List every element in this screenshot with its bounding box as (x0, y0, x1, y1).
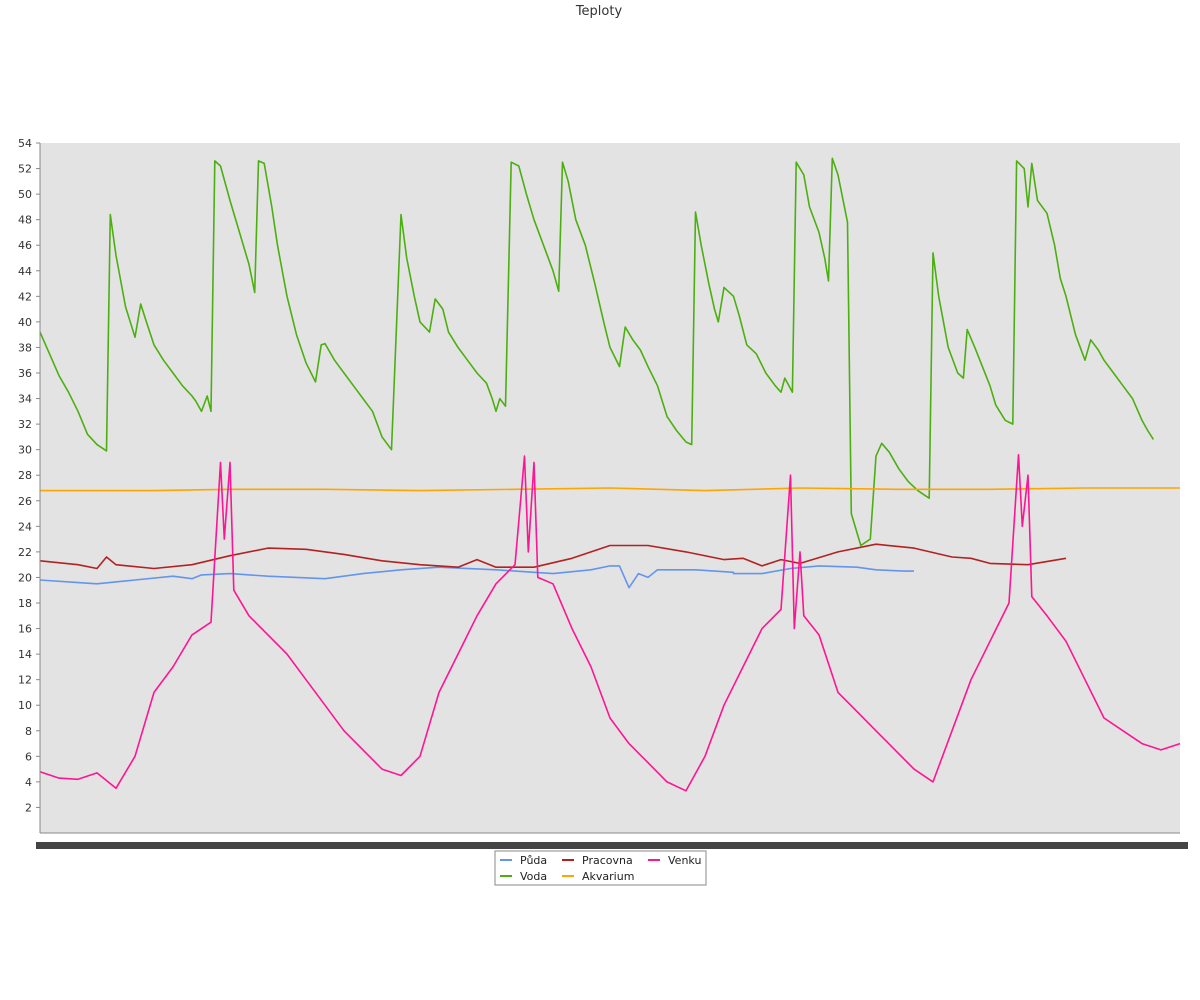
chart-title: Teploty (575, 4, 623, 19)
y-tick-label: 48 (18, 214, 32, 227)
legend-label: Voda (520, 870, 547, 883)
series-line-0 (39, 565, 914, 589)
series-line-2 (39, 543, 1067, 570)
y-tick-label: 26 (18, 495, 32, 508)
y-tick-label: 20 (18, 571, 32, 584)
y-tick-label: 14 (18, 648, 32, 661)
legend-label: Akvarium (582, 870, 634, 883)
y-tick-label: 54 (18, 137, 32, 150)
y-tick-label: 36 (18, 367, 32, 380)
y-tick-label: 28 (18, 469, 32, 482)
y-tick-label: 18 (18, 597, 32, 610)
series-line-1 (39, 157, 1155, 547)
y-tick-label: 24 (18, 520, 32, 533)
y-tick-label: 42 (18, 290, 32, 303)
y-tick-label: 8 (25, 725, 32, 738)
legend-label: Venku (668, 854, 701, 867)
legend-box (494, 850, 707, 886)
y-axis: 2468101214161820222426283032343638404244… (18, 137, 40, 814)
y-tick-label: 22 (18, 546, 32, 559)
y-tick-label: 38 (18, 341, 32, 354)
series-line-4 (39, 453, 1181, 792)
y-tick-label: 32 (18, 418, 32, 431)
y-tick-label: 52 (18, 163, 32, 176)
legend-label: Pracovna (582, 854, 633, 867)
y-tick-label: 50 (18, 188, 32, 201)
y-tick-label: 2 (25, 801, 32, 814)
y-tick-label: 12 (18, 674, 32, 687)
y-tick-label: 34 (18, 393, 32, 406)
y-tick-label: 16 (18, 623, 32, 636)
x-axis-tick-labels-band (36, 842, 1188, 849)
y-tick-label: 4 (25, 776, 32, 789)
y-tick-label: 10 (18, 699, 32, 712)
y-tick-label: 40 (18, 316, 32, 329)
y-tick-label: 6 (25, 750, 32, 763)
y-tick-label: 44 (18, 265, 32, 278)
legend: Půda Pracovna Venku Voda Akvarium (494, 850, 707, 886)
series-lines (39, 157, 1181, 792)
y-tick-label: 46 (18, 239, 32, 252)
legend-label: Půda (520, 854, 547, 867)
y-tick-label: 30 (18, 444, 32, 457)
